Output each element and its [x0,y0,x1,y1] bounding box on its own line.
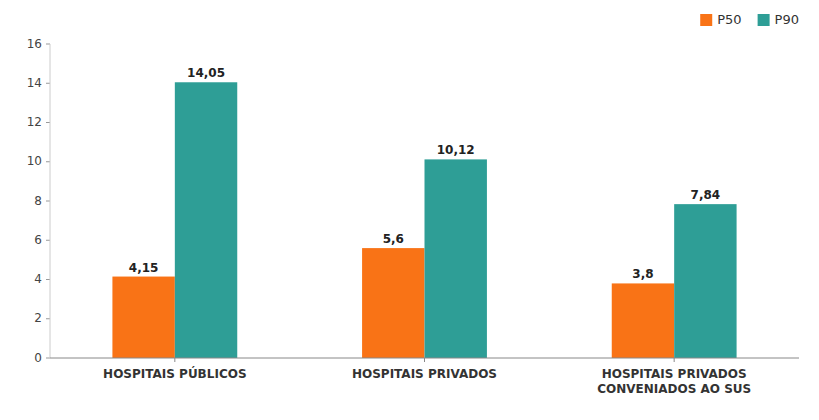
legend-swatch [700,14,712,26]
x-tick [674,358,675,362]
y-axis: 0 2 4 6 8 10 12 14 16 [27,37,50,365]
y-tick-label: 12 [27,115,42,129]
data-label: 5,6 [383,232,404,246]
y-tick [46,44,50,45]
x-tick [424,358,425,362]
y-tick [46,240,50,241]
y-tick-label: 2 [34,311,42,325]
y-tick [46,83,50,84]
y-tick-label: 0 [34,351,42,365]
x-tick-label: HOSPITAIS PÚBLICOS [103,366,246,381]
y-tick-label: 10 [27,154,42,168]
x-axis: HOSPITAIS PÚBLICOS HOSPITAIS PRIVADOS HOSP… [50,358,799,396]
bar [612,283,674,358]
legend-item: P50 [700,12,741,27]
chart-container: 0 2 4 6 8 10 12 14 16 4,15 5,6 3,8 14,05 10,12 7,84 HOS… [0,0,819,420]
legend: P50 P90 [700,12,799,27]
y-tick-label: 8 [34,194,42,208]
x-tick-label: HOSPITAIS PRIVADOSCONVENIADOS AO SUS [597,367,751,396]
bar [362,248,424,358]
y-tick [46,279,50,280]
legend-swatch [758,14,770,26]
y-tick [46,201,50,202]
legend-label: P50 [717,12,741,27]
legend-item: P90 [758,12,799,27]
data-label: 10,12 [437,143,475,157]
bar [425,159,487,358]
data-label: 14,05 [187,66,225,80]
y-tick-label: 6 [34,233,42,247]
legend-label: P90 [775,12,799,27]
y-tick-label: 16 [27,37,42,51]
data-label: 4,15 [129,261,159,275]
bar [674,204,736,358]
y-tick [46,318,50,319]
bar [112,277,174,358]
y-axis-line [50,44,51,358]
data-labels: 4,15 5,6 3,8 14,05 10,12 7,84 [129,66,720,281]
x-tick-label: HOSPITAIS PRIVADOS [352,367,497,381]
bars [112,82,736,358]
chart: 0 2 4 6 8 10 12 14 16 4,15 5,6 3,8 14,05 10,12 7,84 HOS… [0,0,819,420]
y-tick [46,358,50,359]
y-tick [46,161,50,162]
x-tick [174,358,175,362]
y-tick [46,122,50,123]
data-label: 7,84 [691,188,721,202]
y-tick-label: 14 [27,76,42,90]
data-label: 3,8 [632,267,653,281]
bar [175,82,237,358]
y-tick-label: 4 [34,272,42,286]
